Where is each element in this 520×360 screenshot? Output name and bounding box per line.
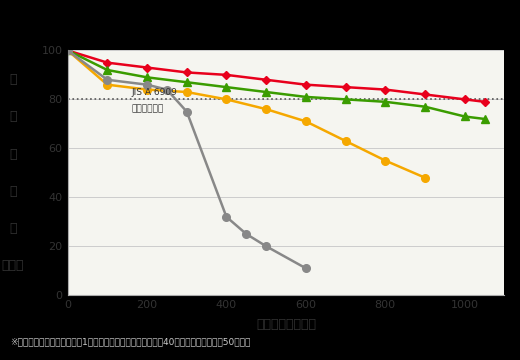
Text: 率: 率 [9, 222, 17, 235]
X-axis label: 試験時間（時間）: 試験時間（時間） [256, 318, 316, 332]
Text: 保: 保 [9, 148, 17, 161]
Text: 持: 持 [9, 185, 17, 198]
Text: （％）: （％） [2, 259, 24, 272]
Text: ※超促進耐候性試験で実際の1年に相当する時間：内降部（祔40時間）／沿岐部（祔50時間）: ※超促進耐候性試験で実際の1年に相当する時間：内降部（祔40時間）／沿岐部（祔5… [10, 338, 251, 346]
Text: JIS A 6909: JIS A 6909 [131, 88, 177, 97]
Text: 耗候形基準値: 耗候形基準値 [131, 104, 163, 113]
Text: 光: 光 [9, 73, 17, 86]
Text: 沢: 沢 [9, 111, 17, 123]
